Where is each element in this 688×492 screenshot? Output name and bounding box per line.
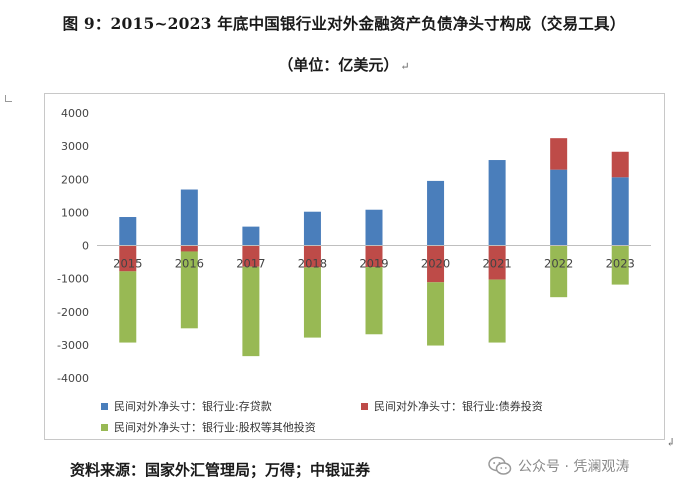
y-tick-label: 1000: [61, 206, 89, 219]
bar-loans-2022: [550, 169, 568, 246]
wechat-icon: [488, 456, 512, 475]
bar-bonds-2018: [303, 245, 321, 268]
y-tick-label: 0: [82, 240, 89, 253]
source-note: 资料来源：国家外汇管理局；万得；中银证券: [70, 459, 370, 480]
bar-bonds-2019: [365, 245, 383, 268]
y-tick-label: -2000: [57, 306, 89, 319]
y-tick-label: -1000: [57, 273, 89, 286]
x-tick-label: 2020: [421, 257, 450, 271]
x-tick-label: 2015: [113, 257, 142, 271]
bar-equity-2021: [488, 279, 506, 343]
bar-bonds-2016: [180, 245, 198, 252]
legend-label-equity: 民间对外净头寸：银行业:股权等其他投资: [114, 421, 316, 434]
legend-swatch-equity: [101, 423, 108, 431]
bar-equity-2020: [427, 282, 445, 346]
bar-equity-2015: [119, 271, 137, 343]
bar-equity-2016: [180, 251, 198, 329]
legend-item-loans: 民间对外净头寸：银行业:存贷款: [101, 398, 272, 414]
bar-bonds-2021: [488, 245, 506, 280]
legend-label-loans: 民间对外净头寸：银行业:存贷款: [114, 400, 272, 413]
y-tick-label: 3000: [61, 140, 89, 153]
bar-bonds-2017: [242, 245, 260, 267]
bar-bonds-2023: [611, 151, 629, 178]
paragraph-mark: ↵: [400, 60, 410, 73]
x-tick-label: 2016: [175, 257, 204, 271]
bar-loans-2023: [611, 177, 629, 246]
corner-mark: [5, 95, 12, 102]
x-tick-label: 2022: [544, 257, 573, 271]
bar-loans-2015: [119, 217, 137, 246]
source-text: 资料来源：国家外汇管理局；万得；中银证券: [70, 461, 371, 479]
legend-swatch-loans: [101, 402, 108, 410]
chart-frame: 4000 3000 2000 1000 0 -1000 -2000 -3000 -4000 201…: [44, 93, 665, 440]
bar-bonds-2015: [119, 245, 137, 272]
watermark: 公众号 · 凭澜观涛: [488, 456, 629, 476]
bar-equity-2017: [242, 266, 260, 357]
x-tick-label: 2018: [298, 257, 327, 271]
end-mark: ↲: [666, 436, 676, 449]
x-tick-label: 2023: [606, 257, 635, 271]
page-title-text: 图 9：2015~2023 年底中国银行业对外金融资产负债净头寸构成（交易工具）: [62, 14, 626, 33]
legend-item-bonds: 民间对外净头寸：银行业:债券投资: [361, 398, 543, 414]
bar-loans-2016: [180, 189, 198, 246]
bar-loans-2019: [365, 209, 383, 246]
bar-equity-2019: [365, 267, 383, 335]
y-tick-label: -3000: [57, 339, 89, 352]
bar-bonds-2020: [427, 245, 445, 283]
page-title: 图 9：2015~2023 年底中国银行业对外金融资产负债净头寸构成（交易工具）: [0, 12, 688, 34]
y-tick-label: -4000: [57, 372, 89, 385]
page-subtitle: （单位：亿美元） ↵: [0, 54, 688, 75]
legend-label-bonds: 民间对外净头寸：银行业:债券投资: [374, 400, 543, 413]
y-tick-label: 4000: [61, 107, 89, 120]
bar-loans-2018: [303, 211, 321, 246]
x-tick-label: 2017: [236, 257, 265, 271]
bar-equity-2023: [611, 245, 629, 285]
watermark-text: 公众号 · 凭澜观涛: [518, 459, 630, 475]
x-tick-label: 2021: [482, 257, 511, 271]
bar-loans-2017: [242, 226, 260, 246]
bar-bonds-2022: [550, 138, 568, 170]
stacked-bar-chart: 4000 3000 2000 1000 0 -1000 -2000 -3000 -4000 201…: [57, 107, 651, 385]
y-tick-label: 2000: [61, 173, 89, 186]
legend-item-equity: 民间对外净头寸：银行业:股权等其他投资: [101, 419, 316, 435]
bar-equity-2018: [303, 267, 321, 338]
bar-equity-2022: [550, 245, 568, 298]
x-tick-label: 2019: [359, 257, 388, 271]
bar-loans-2020: [427, 180, 445, 246]
legend-swatch-bonds: [361, 402, 368, 410]
bar-loans-2021: [488, 160, 506, 246]
page-subtitle-text: （单位：亿美元）: [278, 56, 399, 74]
